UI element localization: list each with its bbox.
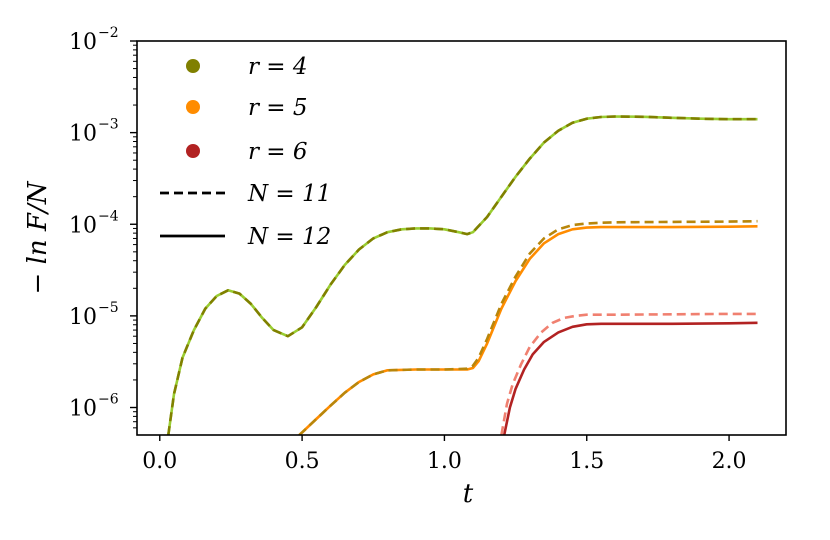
series-line-5 xyxy=(500,312,758,435)
series-line-2 xyxy=(298,225,758,435)
legend-label-4: N = 12 xyxy=(247,224,331,250)
y-tick-exponent-1: −5 xyxy=(98,300,119,316)
y-tick-exponent-2: −4 xyxy=(98,208,119,224)
x-axis: 0.0 0.5 1.0 1.5 2.0 xyxy=(142,435,747,474)
y-tick-exponent-4: −2 xyxy=(98,25,119,41)
y-axis: 10−610−510−410−310−2 xyxy=(69,25,137,429)
y-tick-label-2: 10 xyxy=(69,213,97,238)
y-tick-label-3: 10 xyxy=(69,122,97,147)
x-tick-label-2: 1.0 xyxy=(427,449,462,474)
series-line-3 xyxy=(298,219,758,435)
y-axis-label: − ln F/N xyxy=(23,180,53,294)
y-tick-label-0: 10 xyxy=(69,397,97,422)
legend-label-0: r = 4 xyxy=(248,54,308,80)
legend-label-1: r = 5 xyxy=(248,95,308,121)
legend: r = 4 r = 5 r = 6 N = 11 N = 12 xyxy=(160,54,331,250)
x-tick-label-4: 2.0 xyxy=(712,449,747,474)
y-tick-label-1: 10 xyxy=(69,305,97,330)
x-tick-label-1: 0.5 xyxy=(285,449,320,474)
y-tick-exponent-0: −6 xyxy=(98,392,119,408)
legend-marker-2 xyxy=(186,144,200,158)
y-tick-exponent-3: −3 xyxy=(98,117,119,133)
series-line-4 xyxy=(502,321,758,435)
series-layer xyxy=(167,115,758,435)
legend-marker-1 xyxy=(186,100,200,114)
legend-label-2: r = 6 xyxy=(248,139,308,165)
y-tick-label-4: 10 xyxy=(69,30,97,55)
x-tick-label-3: 1.5 xyxy=(569,449,604,474)
x-axis-label: t xyxy=(463,479,474,509)
plot-area xyxy=(137,41,786,435)
legend-marker-0 xyxy=(186,59,200,73)
legend-label-3: N = 11 xyxy=(247,181,331,207)
series-line-1 xyxy=(167,115,758,435)
x-tick-label-0: 0.0 xyxy=(142,449,177,474)
